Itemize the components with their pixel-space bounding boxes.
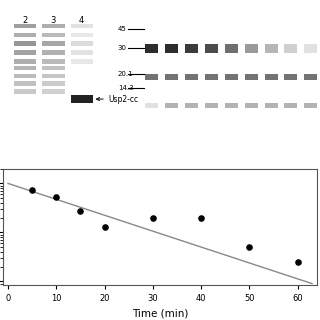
Bar [185, 74, 198, 80]
Bar [304, 44, 317, 52]
Text: 2: 2 [23, 16, 28, 25]
Bar [145, 74, 158, 80]
Text: 14.3: 14.3 [118, 85, 133, 91]
Bar [70, 41, 93, 46]
Bar [70, 95, 93, 103]
Point [54, 195, 59, 200]
Bar [245, 103, 258, 108]
Bar [265, 74, 278, 80]
Bar [225, 103, 238, 108]
Bar [284, 74, 298, 80]
Bar [43, 66, 65, 70]
Point [29, 187, 35, 192]
Bar [43, 24, 65, 28]
Bar [185, 44, 198, 52]
Bar [145, 44, 158, 52]
Bar [70, 59, 93, 64]
Bar [14, 89, 36, 94]
Point [295, 259, 300, 264]
Bar [205, 44, 218, 52]
Point [198, 215, 204, 220]
Bar [43, 50, 65, 55]
Bar [225, 44, 238, 52]
Point [78, 208, 83, 213]
Bar [245, 74, 258, 80]
Bar [225, 74, 238, 80]
Point [247, 244, 252, 250]
Bar [284, 44, 298, 52]
Bar [43, 74, 65, 78]
Bar [14, 41, 36, 46]
Bar [304, 103, 317, 108]
Bar [14, 50, 36, 55]
Bar [14, 74, 36, 78]
Bar [265, 103, 278, 108]
Bar [304, 74, 317, 80]
Bar [14, 81, 36, 86]
Text: 45: 45 [118, 26, 126, 32]
Bar [284, 103, 298, 108]
Bar [185, 103, 198, 108]
Bar [43, 41, 65, 46]
X-axis label: Time (min): Time (min) [132, 308, 188, 318]
Bar [14, 24, 36, 28]
Bar [145, 103, 158, 108]
Bar [43, 81, 65, 86]
Text: 30: 30 [118, 45, 127, 51]
Bar [205, 103, 218, 108]
Bar [70, 50, 93, 55]
Bar [165, 103, 178, 108]
Bar [14, 33, 36, 37]
Bar [43, 59, 65, 64]
Bar [14, 66, 36, 70]
Bar [14, 59, 36, 64]
Text: 3: 3 [51, 16, 56, 25]
Text: 20.1: 20.1 [118, 71, 133, 76]
Bar [70, 33, 93, 37]
Bar [70, 24, 93, 28]
Bar [43, 33, 65, 37]
Point [102, 224, 107, 229]
Bar [265, 44, 278, 52]
Text: Usp2-cc: Usp2-cc [97, 94, 139, 104]
Bar [165, 74, 178, 80]
Point [150, 215, 155, 220]
Text: 4: 4 [79, 16, 84, 25]
Bar [165, 44, 178, 52]
Bar [245, 44, 258, 52]
Bar [43, 89, 65, 94]
Bar [205, 74, 218, 80]
